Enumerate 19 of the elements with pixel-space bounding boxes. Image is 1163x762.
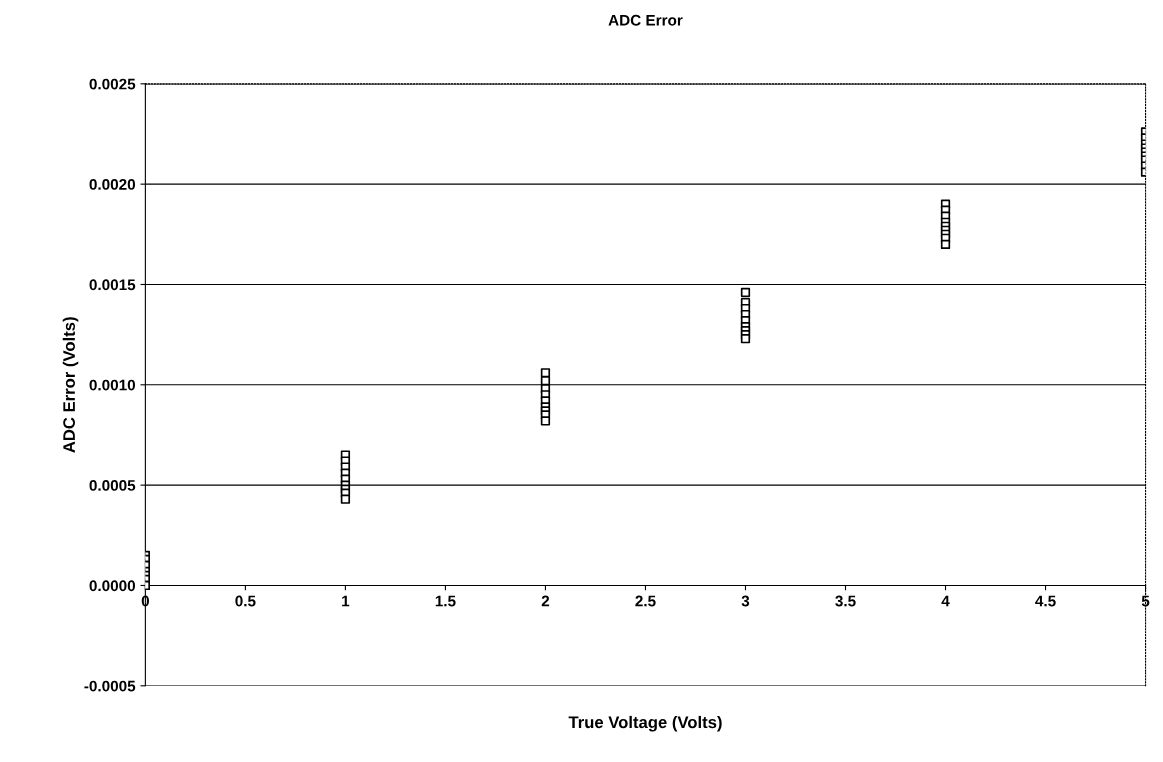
x-tick-label: 2.5 bbox=[635, 595, 656, 607]
x-tick-label: 3.5 bbox=[835, 595, 856, 607]
x-tick-label: 3 bbox=[741, 595, 750, 607]
y-tick-label: 0.0020 bbox=[89, 179, 136, 190]
x-tick-label: 4.5 bbox=[1035, 595, 1056, 607]
x-tick-label: 4 bbox=[941, 595, 950, 607]
y-tick-label: 0.0015 bbox=[89, 279, 136, 291]
x-axis-title: True Voltage (Volts) bbox=[568, 715, 722, 732]
x-tick-label: 2 bbox=[541, 595, 550, 607]
x-tick-label: 1.5 bbox=[435, 595, 456, 607]
y-axis-title: ADC Error (Volts) bbox=[62, 317, 79, 453]
x-tick-label: 0.5 bbox=[235, 595, 256, 607]
y-tick-label: 0.0025 bbox=[89, 78, 136, 90]
y-tick-label: 0.0010 bbox=[89, 379, 136, 391]
chart-title: ADC Error bbox=[608, 14, 683, 26]
x-tick-label: 1 bbox=[342, 595, 350, 607]
y-tick-label: 0.0000 bbox=[89, 580, 136, 592]
y-tick-label: 0.0005 bbox=[89, 480, 136, 491]
y-tick-label: -0.0005 bbox=[84, 680, 136, 692]
